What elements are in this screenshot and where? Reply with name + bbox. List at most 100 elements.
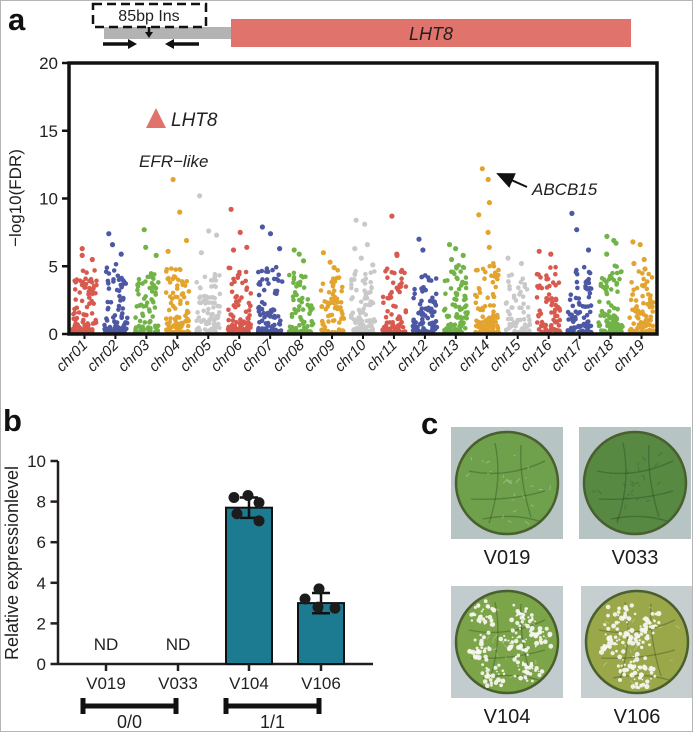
x-axis-chromosome-labels: chr01chr02chr03chr04chr05chr06chr07chr08… (53, 334, 649, 375)
leaf-vein (482, 515, 540, 522)
replicate-dot (312, 601, 324, 613)
primer-reverse-arrow-icon (165, 39, 199, 49)
genotype-label: 0/0 (117, 712, 142, 732)
replicate-dot (329, 602, 341, 614)
chrom-points-chr19 (627, 239, 656, 335)
replicate-dot (231, 508, 243, 520)
leaf-disc-label: V033 (611, 547, 659, 569)
chromosome-tick-label: chr17 (548, 336, 587, 375)
panel-b-label: b (3, 403, 22, 438)
y-tick-label: 10 (39, 190, 58, 209)
chromosome-tick-label: chr02 (84, 336, 123, 375)
bar-V104 (225, 506, 273, 665)
chrom-points-chr12 (410, 236, 440, 335)
leaf-vein (468, 460, 546, 475)
leaf-vein (650, 603, 662, 677)
leaf-vein (598, 490, 674, 500)
chrom-points-chr07 (255, 224, 285, 335)
gene-flank-bar (104, 27, 238, 39)
chrom-points-chr02 (102, 231, 130, 335)
mildew-colonies (598, 603, 662, 690)
chrom-points-chr01 (70, 246, 99, 335)
leaf-vein (610, 515, 668, 522)
leaf-disc-label: V104 (483, 706, 531, 728)
chrom-points-chr17 (565, 210, 594, 335)
y-tick-label: 20 (39, 54, 58, 73)
gene-name-label: LHT8 (409, 24, 453, 44)
chrom-points-chr04 (163, 176, 192, 335)
leaf-disc (582, 430, 688, 536)
chromosome-tick-label: chr19 (610, 336, 649, 375)
panel-c-label: c (421, 406, 439, 441)
lht8-triangle-marker (146, 108, 166, 128)
leaf-vein (470, 490, 546, 500)
leaf-disc-label: V019 (483, 547, 531, 569)
chromosome-tick-label: chr12 (393, 336, 432, 375)
chrom-points-chr08 (286, 247, 316, 335)
panel-a-label: a (8, 2, 26, 37)
replicate-dot (299, 593, 311, 605)
replicate-dot (253, 515, 265, 527)
nd-label: ND (94, 635, 119, 654)
bar-y-tick-label: 0 (37, 655, 46, 674)
bar-chart-content: 0 2 4 6 8 10 ND V019 ND V033 V104 V106 0/0 1/1 (27, 452, 373, 732)
y-tick-label: 5 (49, 257, 58, 276)
replicate-dot (242, 490, 254, 502)
leaf-disc-image (579, 427, 691, 539)
chromosome-tick-label: chr11 (363, 337, 401, 375)
leaf-disc-v033: V033 (579, 427, 691, 570)
leaf-vein (468, 619, 546, 634)
gene-body-bar (231, 19, 631, 47)
bar-x-tick-label: V019 (86, 674, 126, 693)
lht8-annotation-label: LHT8 (171, 110, 218, 131)
expression-bar-chart: 0 2 4 6 8 10 ND V019 ND V033 V104 V106 0/0 1/1 Relati… (2, 452, 373, 732)
y-axis: 0 5 10 15 20 (39, 54, 69, 344)
leaf-disc (454, 430, 560, 536)
chromosome-tick-label: chr07 (238, 336, 277, 375)
chrom-points-chr09 (318, 250, 347, 335)
chromosome-tick-label: chr10 (331, 336, 370, 375)
replicate-dot (313, 583, 325, 595)
y-axis-title: −log10(FDR) (6, 149, 25, 247)
efr-like-annotation-label: EFR−like (139, 152, 208, 171)
nd-label: ND (166, 635, 191, 654)
chromosome-tick-label: chr03 (115, 336, 154, 375)
leaf-vein (520, 444, 532, 518)
chromosome-tick-label: chr06 (207, 336, 246, 375)
primer-forward-arrow-icon (103, 39, 137, 49)
leaf-disc-v104: V104 (451, 586, 563, 729)
chromosome-tick-label: chr14 (455, 337, 494, 376)
bar-y-tick-label: 4 (37, 574, 46, 593)
chromosome-tick-label: chr08 (269, 336, 308, 375)
bar-y-axis-title: Relative expressionlevel (2, 466, 22, 660)
leaf-disc-v019: V019 (451, 427, 563, 570)
bar-y-tick-label: 8 (37, 493, 46, 512)
leaf-disc-image (451, 586, 563, 698)
chromosome-tick-label: chr09 (300, 336, 339, 375)
abcb15-arrow (496, 173, 528, 188)
y-tick-label: 15 (39, 122, 58, 141)
leaf-vein (616, 442, 627, 524)
chrom-points-chr03 (133, 227, 161, 335)
chrom-points-chr05 (194, 193, 223, 335)
genotype-bracket-0/0: 0/0 (80, 698, 179, 732)
chromosome-tick-label: chr04 (146, 337, 185, 376)
leaf-vein (648, 444, 660, 518)
chrom-points-chr13 (441, 242, 470, 335)
leaf-disc-label: V106 (613, 706, 661, 728)
chromosome-tick-label: chr01 (53, 337, 92, 376)
leaf-disc-image (581, 586, 692, 698)
leaf-vein (600, 649, 676, 659)
leaf-vein (598, 619, 676, 634)
gene-structure-diagram: LHT8 85bp Ins (91, 2, 631, 49)
leaf-disc-v106: V106 (581, 586, 692, 729)
mildew-colonies (467, 599, 554, 688)
genotype-bracket-1/1: 1/1 (223, 698, 322, 731)
chromosome-tick-label: chr13 (424, 336, 463, 375)
bar-y-tick-label: 2 (37, 614, 46, 633)
leaf-disc-image (451, 427, 563, 539)
chrom-points-chr15 (503, 255, 533, 335)
bar-y-tick-label: 6 (37, 533, 46, 552)
chromosome-tick-label: chr15 (486, 336, 525, 375)
chrom-points-chr16 (534, 248, 563, 335)
